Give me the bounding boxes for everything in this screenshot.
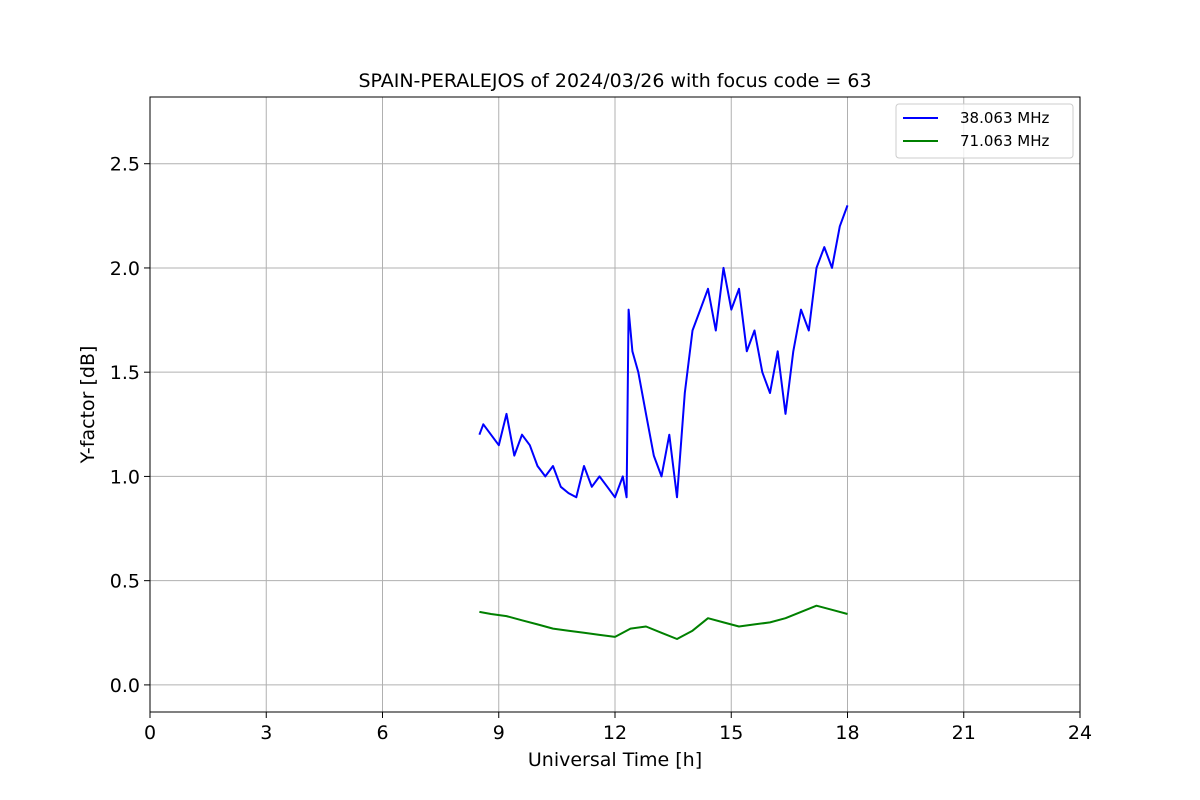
y-tick-label: 0.5 xyxy=(110,571,140,593)
y-tick-label: 2.5 xyxy=(110,154,140,176)
x-tick-label: 6 xyxy=(376,722,388,744)
y-tick-label: 1.0 xyxy=(110,466,140,488)
y-tick-label: 2.0 xyxy=(110,258,140,280)
x-tick-label: 3 xyxy=(260,722,272,744)
series-line-0 xyxy=(478,205,849,499)
legend-label-38mhz: 38.063 MHz xyxy=(960,109,1049,127)
x-tick-label: 18 xyxy=(835,722,859,744)
series-lines xyxy=(478,205,849,640)
x-axis-label: Universal Time [h] xyxy=(528,749,702,771)
x-tick-label: 15 xyxy=(719,722,743,744)
x-tick-label: 0 xyxy=(144,722,156,744)
y-axis-label: Y-factor [dB] xyxy=(77,346,99,465)
legend-label-71mhz: 71.063 MHz xyxy=(960,132,1049,150)
x-tick-label: 9 xyxy=(493,722,505,744)
series-line-1 xyxy=(479,604,848,640)
y-tick-label: 1.5 xyxy=(110,362,140,384)
legend: 38.063 MHz 71.063 MHz xyxy=(895,103,1074,159)
legend-box xyxy=(895,103,1074,159)
x-tick-label: 21 xyxy=(952,722,976,744)
y-tick-label: 0.0 xyxy=(110,675,140,697)
chart-title: SPAIN-PERALEJOS of 2024/03/26 with focus… xyxy=(358,70,871,92)
x-tick-label: 12 xyxy=(603,722,627,744)
x-tick-label: 24 xyxy=(1068,722,1092,744)
ticks: 0 3 6 9 12 15 18 21 24 0.0 0.5 1.0 1.5 2.0 2.5 xyxy=(110,154,1092,744)
